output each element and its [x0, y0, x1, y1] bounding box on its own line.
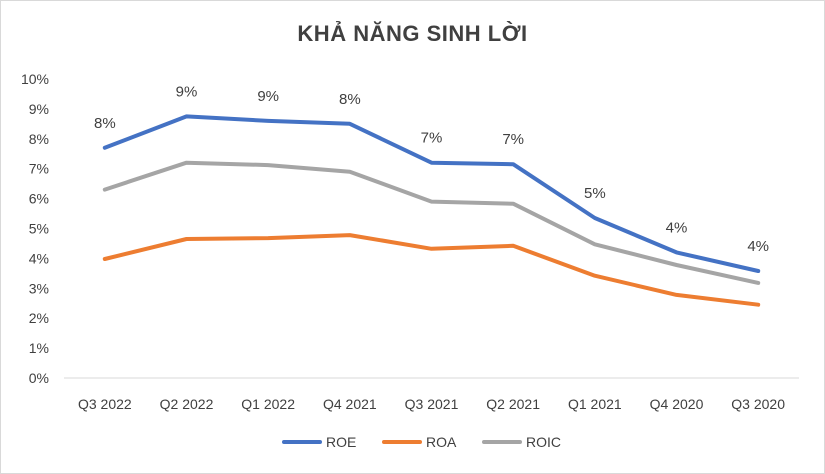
x-tick-label: Q2 2021	[486, 396, 540, 412]
y-tick-label: 1%	[29, 340, 49, 356]
legend-label-roic: ROIC	[526, 434, 561, 450]
x-tick-label: Q4 2020	[650, 396, 704, 412]
y-tick-label: 4%	[29, 250, 49, 266]
y-tick-label: 2%	[29, 310, 49, 326]
x-tick-label: Q3 2022	[78, 396, 132, 412]
y-tick-label: 5%	[29, 221, 49, 237]
y-tick-label: 9%	[29, 101, 49, 117]
chart-title: KHẢ NĂNG SINH LỜI	[297, 21, 528, 46]
x-tick-label: Q3 2021	[405, 396, 459, 412]
data-label: 9%	[257, 88, 279, 105]
data-label: 7%	[421, 130, 443, 147]
x-tick-label: Q4 2021	[323, 396, 377, 412]
x-tick-label: Q1 2021	[568, 396, 622, 412]
data-label: 5%	[584, 185, 606, 202]
series-line-roa	[102, 233, 761, 307]
data-label: 4%	[747, 238, 769, 255]
y-tick-label: 6%	[29, 191, 49, 207]
y-tick-label: 8%	[29, 131, 49, 147]
data-label: 8%	[94, 115, 116, 132]
y-tick-label: 3%	[29, 280, 49, 296]
legend-label-roa: ROA	[426, 434, 457, 450]
series-line-roic	[102, 160, 761, 285]
series-line-roe	[102, 114, 761, 273]
x-tick-label: Q3 2020	[731, 396, 785, 412]
y-tick-label: 0%	[29, 370, 49, 386]
y-tick-label: 10%	[21, 71, 49, 87]
x-tick-label: Q1 2022	[241, 396, 295, 412]
data-label: 9%	[176, 83, 198, 100]
x-tick-label: Q2 2022	[160, 396, 214, 412]
y-tick-label: 7%	[29, 161, 49, 177]
data-label: 4%	[666, 219, 688, 236]
data-label: 7%	[502, 131, 524, 148]
legend-label-roe: ROE	[326, 434, 356, 450]
data-label: 8%	[339, 91, 361, 108]
